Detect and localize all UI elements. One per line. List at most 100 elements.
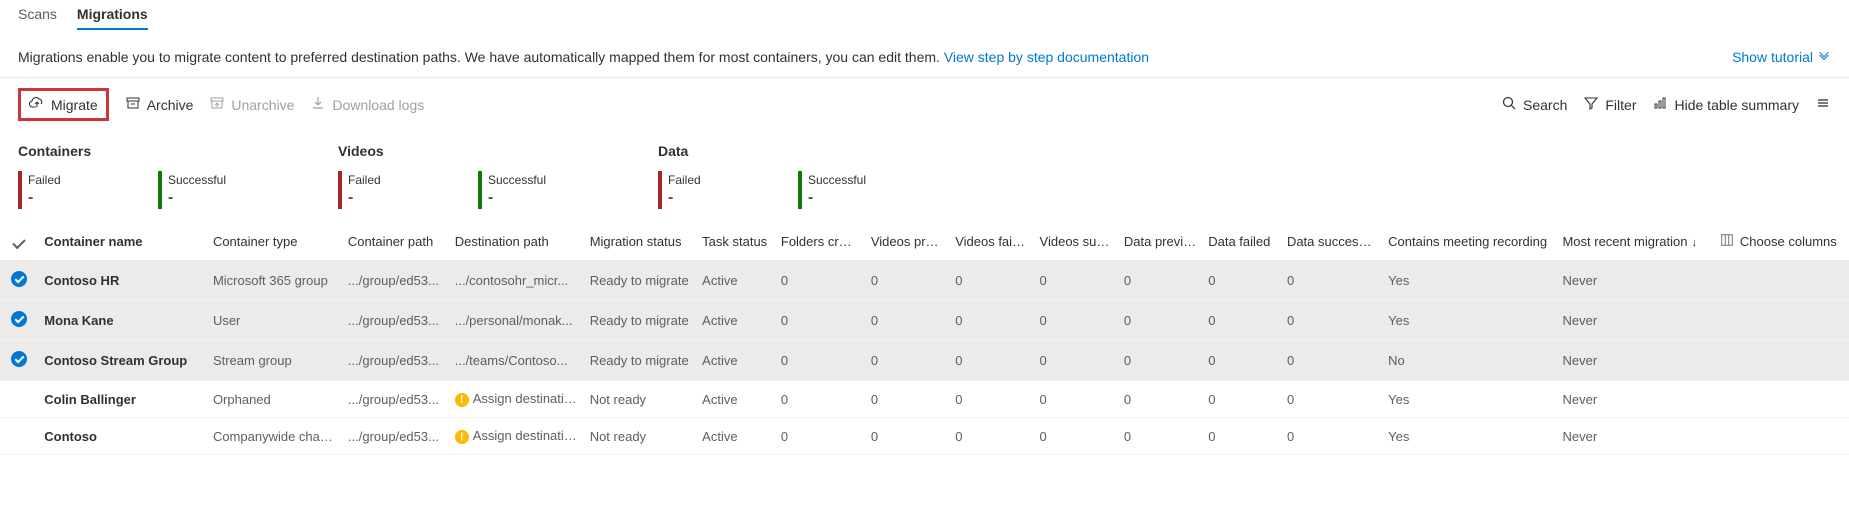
table-row[interactable]: Colin BallingerOrphaned.../group/ed53...… bbox=[0, 381, 1849, 418]
chevron-down-icon bbox=[1817, 48, 1831, 65]
cell-data-prev: 0 bbox=[1118, 341, 1202, 381]
tab-migrations[interactable]: Migrations bbox=[77, 0, 148, 30]
cell-task-status: Active bbox=[696, 381, 775, 418]
header-videos-failed[interactable]: Videos failed bbox=[949, 223, 1033, 261]
cell-destination-path[interactable]: .../contosohr_micr... bbox=[449, 261, 584, 301]
documentation-link[interactable]: View step by step documentation bbox=[944, 49, 1149, 65]
header-destination-path[interactable]: Destination path bbox=[449, 223, 584, 261]
cell-container-path: .../group/ed53... bbox=[342, 418, 449, 455]
cell-spacer bbox=[1714, 301, 1849, 341]
cell-select[interactable] bbox=[0, 301, 38, 341]
warning-icon: ! bbox=[455, 393, 469, 407]
summary-failed-value: - bbox=[348, 189, 432, 207]
download-logs-button: Download logs bbox=[310, 95, 424, 114]
cell-destination-path[interactable]: .../personal/monak... bbox=[449, 301, 584, 341]
header-migration-status[interactable]: Migration status bbox=[584, 223, 696, 261]
cell-videos-succ: 0 bbox=[1034, 418, 1118, 455]
cell-container-type: Microsoft 365 group bbox=[207, 261, 342, 301]
header-container-path[interactable]: Container path bbox=[342, 223, 449, 261]
summary-group: ContainersFailed-Successful- bbox=[18, 143, 338, 209]
table-row[interactable]: Contoso HRMicrosoft 365 group.../group/e… bbox=[0, 261, 1849, 301]
selected-check-icon[interactable] bbox=[11, 311, 27, 327]
toolbar: Migrate Archive Unarchive Download logs bbox=[0, 78, 1849, 131]
cell-data-failed: 0 bbox=[1202, 341, 1281, 381]
warning-icon: ! bbox=[455, 430, 469, 444]
header-container-type[interactable]: Container type bbox=[207, 223, 342, 261]
table-row[interactable]: ContosoCompanywide channel.../group/ed53… bbox=[0, 418, 1849, 455]
header-folders-created[interactable]: Folders created bbox=[775, 223, 865, 261]
cell-videos-failed: 0 bbox=[949, 418, 1033, 455]
migrate-button[interactable]: Migrate bbox=[29, 95, 98, 114]
cell-select[interactable] bbox=[0, 381, 38, 418]
cell-meeting: Yes bbox=[1382, 418, 1556, 455]
header-container-name[interactable]: Container name bbox=[38, 223, 207, 261]
cell-destination-path[interactable]: !Assign destination bbox=[449, 418, 584, 455]
header-data-failed[interactable]: Data failed bbox=[1202, 223, 1281, 261]
header-task-status[interactable]: Task status bbox=[696, 223, 775, 261]
summary-title: Videos bbox=[338, 143, 658, 159]
cell-container-type: Companywide channel bbox=[207, 418, 342, 455]
hide-summary-button[interactable]: Hide table summary bbox=[1653, 95, 1800, 114]
summary-success-label: Successful bbox=[488, 173, 572, 187]
summary-success-card: Successful- bbox=[798, 171, 898, 209]
header-videos-prev[interactable]: Videos prev... bbox=[865, 223, 949, 261]
summary-failed-value: - bbox=[668, 189, 752, 207]
cell-videos-failed: 0 bbox=[949, 341, 1033, 381]
show-tutorial-label: Show tutorial bbox=[1732, 49, 1813, 65]
filter-button[interactable]: Filter bbox=[1583, 95, 1636, 114]
cell-container-path: .../group/ed53... bbox=[342, 261, 449, 301]
cell-meeting: Yes bbox=[1382, 381, 1556, 418]
summary-failed-label: Failed bbox=[28, 173, 112, 187]
table-row[interactable]: Contoso Stream GroupStream group.../grou… bbox=[0, 341, 1849, 381]
selected-check-icon[interactable] bbox=[11, 271, 27, 287]
cell-select[interactable] bbox=[0, 341, 38, 381]
description-text: Migrations enable you to migrate content… bbox=[18, 49, 1149, 65]
header-data-prev[interactable]: Data previo... bbox=[1118, 223, 1202, 261]
header-most-recent[interactable]: Most recent migration↓ bbox=[1556, 223, 1713, 261]
header-select-all[interactable] bbox=[0, 223, 38, 261]
header-data-successful[interactable]: Data successful bbox=[1281, 223, 1382, 261]
table-row[interactable]: Mona KaneUser.../group/ed53....../person… bbox=[0, 301, 1849, 341]
cell-data-failed: 0 bbox=[1202, 381, 1281, 418]
unarchive-label: Unarchive bbox=[231, 97, 294, 113]
cell-videos-prev: 0 bbox=[865, 301, 949, 341]
cell-data-succ: 0 bbox=[1281, 341, 1382, 381]
cell-destination-path[interactable]: .../teams/Contoso... bbox=[449, 341, 584, 381]
description-row: Migrations enable you to migrate content… bbox=[0, 30, 1849, 78]
more-button[interactable] bbox=[1815, 95, 1831, 114]
unarchive-icon bbox=[209, 95, 225, 114]
cell-container-path: .../group/ed53... bbox=[342, 301, 449, 341]
cell-videos-prev: 0 bbox=[865, 261, 949, 301]
show-tutorial-button[interactable]: Show tutorial bbox=[1732, 48, 1831, 65]
filter-label: Filter bbox=[1605, 97, 1636, 113]
selected-check-icon[interactable] bbox=[11, 351, 27, 367]
cell-recent: Never bbox=[1556, 418, 1713, 455]
cell-container-path: .../group/ed53... bbox=[342, 381, 449, 418]
cell-select[interactable] bbox=[0, 261, 38, 301]
summary-group: Videos Failed- Successful - bbox=[338, 143, 658, 209]
header-videos-succ[interactable]: Videos succ... bbox=[1034, 223, 1118, 261]
cell-data-prev: 0 bbox=[1118, 381, 1202, 418]
summary-title: Data bbox=[658, 143, 978, 159]
cell-select[interactable] bbox=[0, 418, 38, 455]
summary-failed-card: Failed- bbox=[338, 171, 438, 209]
summary-panel: ContainersFailed-Successful-VideosFailed… bbox=[0, 131, 1849, 213]
cell-data-prev: 0 bbox=[1118, 418, 1202, 455]
cell-data-failed: 0 bbox=[1202, 301, 1281, 341]
cell-task-status: Active bbox=[696, 261, 775, 301]
cell-recent: Never bbox=[1556, 261, 1713, 301]
download-icon bbox=[310, 95, 326, 114]
search-button[interactable]: Search bbox=[1501, 95, 1567, 114]
cell-destination-path[interactable]: !Assign destination bbox=[449, 381, 584, 418]
header-meeting-recording[interactable]: Contains meeting recording bbox=[1382, 223, 1556, 261]
cell-data-succ: 0 bbox=[1281, 261, 1382, 301]
cell-spacer bbox=[1714, 341, 1849, 381]
summary-failed-value: - bbox=[28, 189, 112, 207]
archive-button[interactable]: Archive bbox=[125, 95, 194, 114]
cell-container-name: Contoso bbox=[38, 418, 207, 455]
filter-icon bbox=[1583, 95, 1599, 114]
cell-data-prev: 0 bbox=[1118, 301, 1202, 341]
tabs: Scans Migrations bbox=[0, 0, 1849, 30]
tab-scans[interactable]: Scans bbox=[18, 0, 57, 30]
header-choose-columns[interactable]: Choose columns bbox=[1714, 223, 1849, 261]
